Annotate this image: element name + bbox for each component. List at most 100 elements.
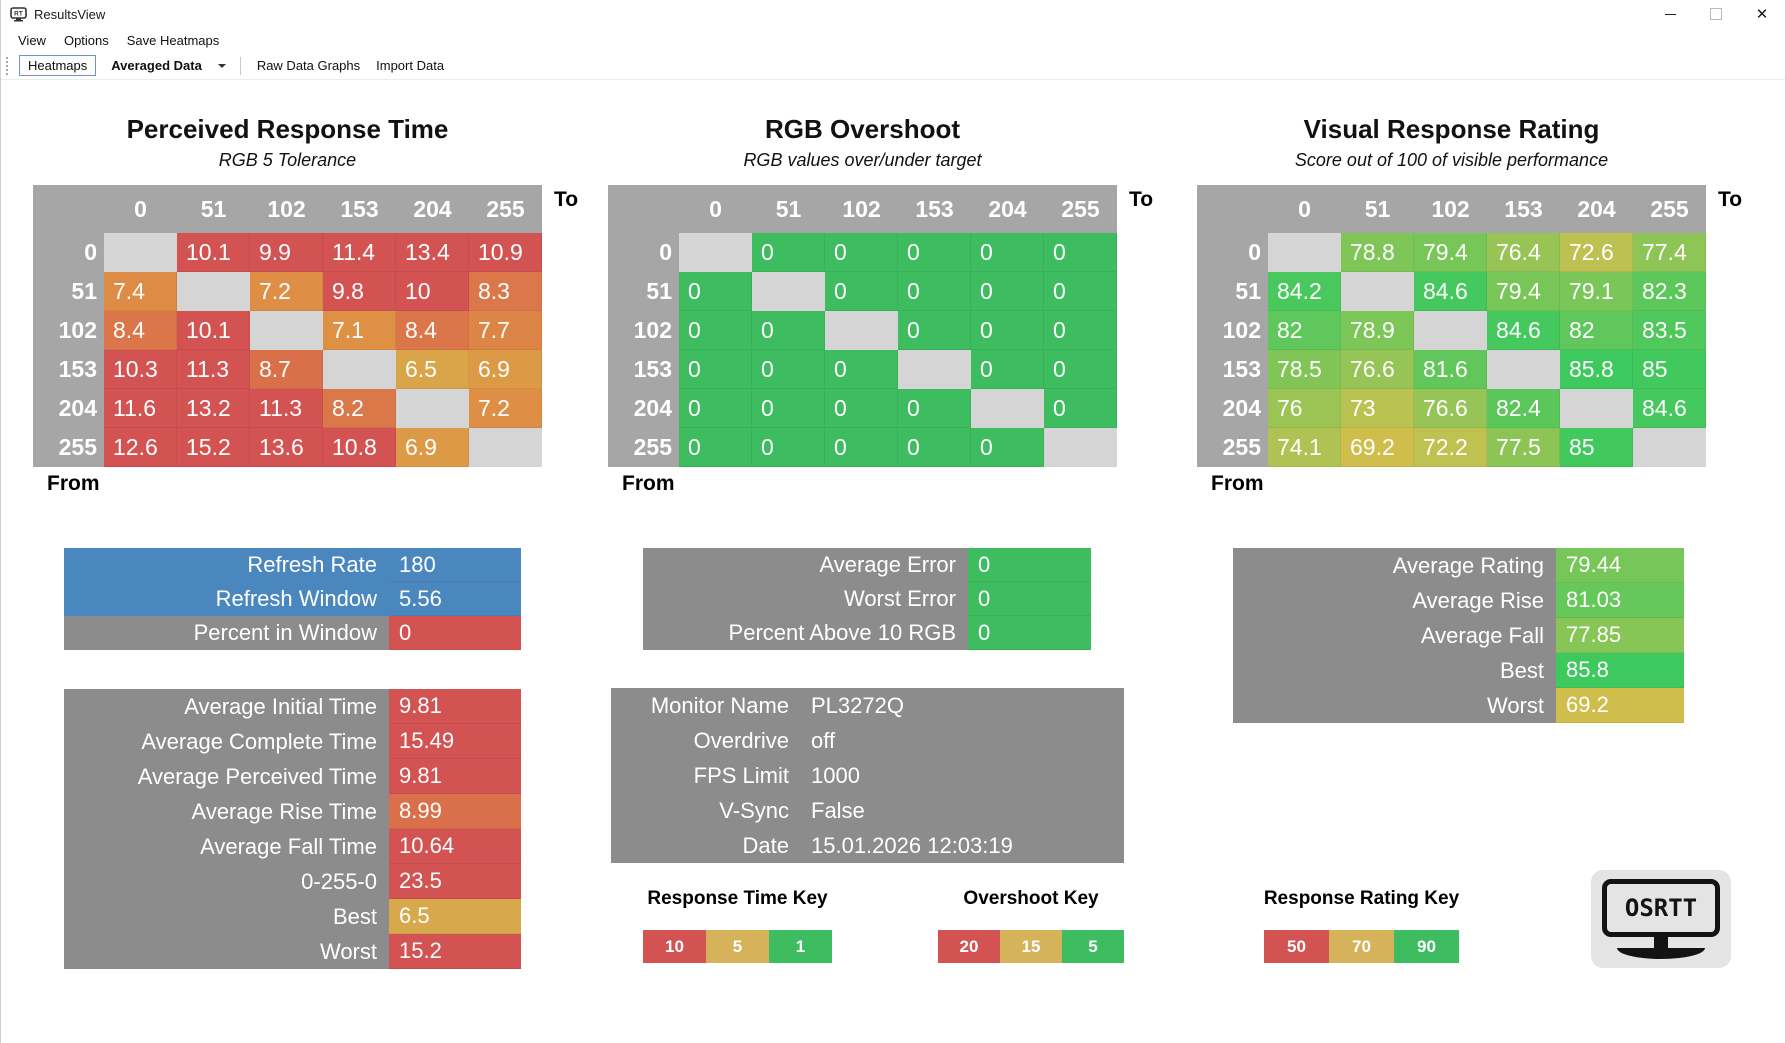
- stat-value: 15.01.2026 12:03:19: [811, 832, 1013, 858]
- heatmaps-button[interactable]: Heatmaps: [19, 55, 97, 76]
- heatmap-cell: 0: [1044, 389, 1117, 428]
- heatmap-cell: 82: [1268, 311, 1341, 350]
- heatmap-row-header: 204: [33, 389, 104, 428]
- import-data-button[interactable]: Import Data: [376, 58, 445, 73]
- osrtt-logo: OSRTT: [1591, 870, 1731, 968]
- osrtt-logo-stand: [1654, 937, 1668, 948]
- dataset-dropdown[interactable]: Averaged Data: [105, 56, 230, 75]
- stat-value: 69.2: [1556, 688, 1684, 723]
- heatmap-cell: 0: [752, 311, 825, 350]
- heatmap-col-header: 153: [1487, 185, 1560, 233]
- heatmap-cell: 0: [1044, 272, 1117, 311]
- heatmap-cell: 84.6: [1414, 272, 1487, 311]
- stat-label: Average Rise: [1233, 583, 1556, 618]
- stat-label: 0-255-0: [64, 864, 389, 899]
- toolbar-grip-icon[interactable]: [6, 56, 11, 75]
- response-time-key: Response Time Key 10 5 1: [643, 888, 832, 964]
- heatmap-cell: 10.3: [104, 350, 177, 389]
- stat-label: Average Rise Time: [64, 794, 389, 829]
- heatmap-diagonal-cell: [396, 389, 469, 428]
- close-icon: ✕: [1755, 5, 1769, 23]
- heatmap-cell: 13.4: [396, 233, 469, 272]
- heatmap-cell: 0: [679, 428, 752, 467]
- heatmap-diagonal-cell: [679, 233, 752, 272]
- heatmap-col-header: 51: [177, 185, 250, 233]
- heatmap-col-header: 0: [104, 185, 177, 233]
- minimize-button[interactable]: [1647, 0, 1693, 28]
- heatmap-row-header: 51: [33, 272, 104, 311]
- heatmap-diagonal-cell: [1044, 428, 1117, 467]
- stat-row: Best 85.8: [1233, 653, 1684, 688]
- heatmap-col-header: 255: [1633, 185, 1706, 233]
- heatmap-cell: 76.6: [1414, 389, 1487, 428]
- heatmap-cell: 78.5: [1268, 350, 1341, 389]
- heatmap-diagonal-cell: [323, 350, 396, 389]
- chevron-down-icon: [217, 63, 226, 68]
- heatmap-cell: 0: [679, 311, 752, 350]
- stat-label: Average Error: [643, 548, 968, 582]
- heatmap-cell: 83.5: [1633, 311, 1706, 350]
- heatmap-title: Visual Response Rating: [1303, 114, 1600, 144]
- heatmap-cell: 0: [752, 389, 825, 428]
- stat-value: 0: [968, 616, 1091, 650]
- stat-label: Average Perceived Time: [64, 759, 389, 794]
- heatmap-cell: 72.2: [1414, 428, 1487, 467]
- heatmap-cell: 13.2: [177, 389, 250, 428]
- stat-row: Average Rise 81.03: [1233, 583, 1684, 618]
- osrtt-logo-screen: OSRTT: [1602, 879, 1720, 937]
- key-swatch: 15: [1000, 930, 1062, 963]
- maximize-button[interactable]: [1693, 0, 1739, 28]
- menu-view[interactable]: View: [18, 32, 46, 48]
- heatmap-cell: 13.6: [250, 428, 323, 467]
- heatmap-cell: 0: [971, 428, 1044, 467]
- stat-label: Monitor Name: [650, 692, 789, 718]
- heatmap-cell: 0: [825, 272, 898, 311]
- heatmap-cell: 81.6: [1414, 350, 1487, 389]
- heatmap-row-header: 0: [33, 233, 104, 272]
- heatmap-cell: 7.1: [323, 311, 396, 350]
- heatmap-cell: 85.8: [1560, 350, 1633, 389]
- heatmap-col-header: 102: [1414, 185, 1487, 233]
- stat-value: PL3272Q: [811, 692, 904, 718]
- heatmap-corner: [33, 185, 104, 233]
- svg-text:RT: RT: [14, 10, 23, 17]
- key-swatches: 20 15 5: [938, 930, 1124, 963]
- axis-from-label: From: [1211, 472, 1264, 495]
- key-swatch: 50: [1264, 930, 1329, 963]
- menu-save-heatmaps[interactable]: Save Heatmaps: [126, 32, 220, 48]
- heatmap-cell: 0: [971, 272, 1044, 311]
- key-title: Overshoot Key: [963, 888, 1099, 909]
- stat-label: Refresh Rate: [64, 548, 389, 582]
- stat-row: Monitor Name PL3272Q: [611, 688, 1124, 723]
- stat-row: Worst Error 0: [643, 582, 1091, 616]
- stat-label: Worst Error: [643, 582, 968, 616]
- heatmap-cell: 79.4: [1414, 233, 1487, 272]
- heatmap-cell: 77.4: [1633, 233, 1706, 272]
- heatmap-cell: 0: [825, 428, 898, 467]
- key-swatch: 90: [1394, 930, 1459, 963]
- heatmap-cell: 0: [825, 233, 898, 272]
- heatmap-cell: 78.9: [1341, 311, 1414, 350]
- key-swatch: 20: [938, 930, 1000, 963]
- heatmap-diagonal-cell: [898, 350, 971, 389]
- heatmap-cell: 74.1: [1268, 428, 1341, 467]
- stat-value: 1000: [811, 762, 860, 788]
- heatmap-grid: 0 51 102 153 204 255 0 10.1 9.9 11.4 13.4 10.9 51 7.4…: [33, 185, 542, 467]
- stat-value: 8.99: [389, 794, 521, 829]
- heatmap-cell: 8.4: [104, 311, 177, 350]
- menu-options[interactable]: Options: [63, 32, 109, 48]
- stat-row: Date 15.01.2026 12:03:19: [611, 828, 1124, 863]
- stat-row: Refresh Rate 180: [64, 548, 521, 582]
- stat-value: 6.5: [389, 899, 521, 934]
- minimize-icon: [1664, 13, 1676, 15]
- raw-data-graphs-button[interactable]: Raw Data Graphs: [256, 58, 361, 73]
- heatmap-cell: 12.6: [104, 428, 177, 467]
- heatmap-row-header: 51: [608, 272, 679, 311]
- heatmap-cell: 10.1: [177, 311, 250, 350]
- stat-row: Average Fall 77.85: [1233, 618, 1684, 653]
- stat-label: Average Rating: [1233, 548, 1556, 583]
- heatmap-cell: 0: [971, 350, 1044, 389]
- close-button[interactable]: ✕: [1739, 0, 1785, 28]
- heatmap-row-header: 51: [1197, 272, 1268, 311]
- heatmap-diagonal-cell: [1414, 311, 1487, 350]
